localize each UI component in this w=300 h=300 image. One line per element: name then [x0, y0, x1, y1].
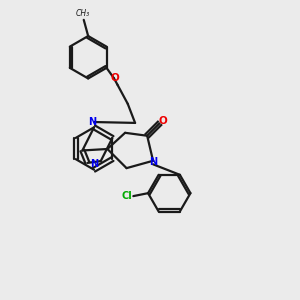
Text: CH₃: CH₃ [75, 9, 89, 18]
Text: N: N [88, 117, 97, 127]
Text: N: N [150, 157, 158, 167]
Text: O: O [110, 73, 119, 83]
Text: O: O [159, 116, 167, 126]
Text: N: N [90, 159, 98, 170]
Text: Cl: Cl [121, 191, 132, 201]
